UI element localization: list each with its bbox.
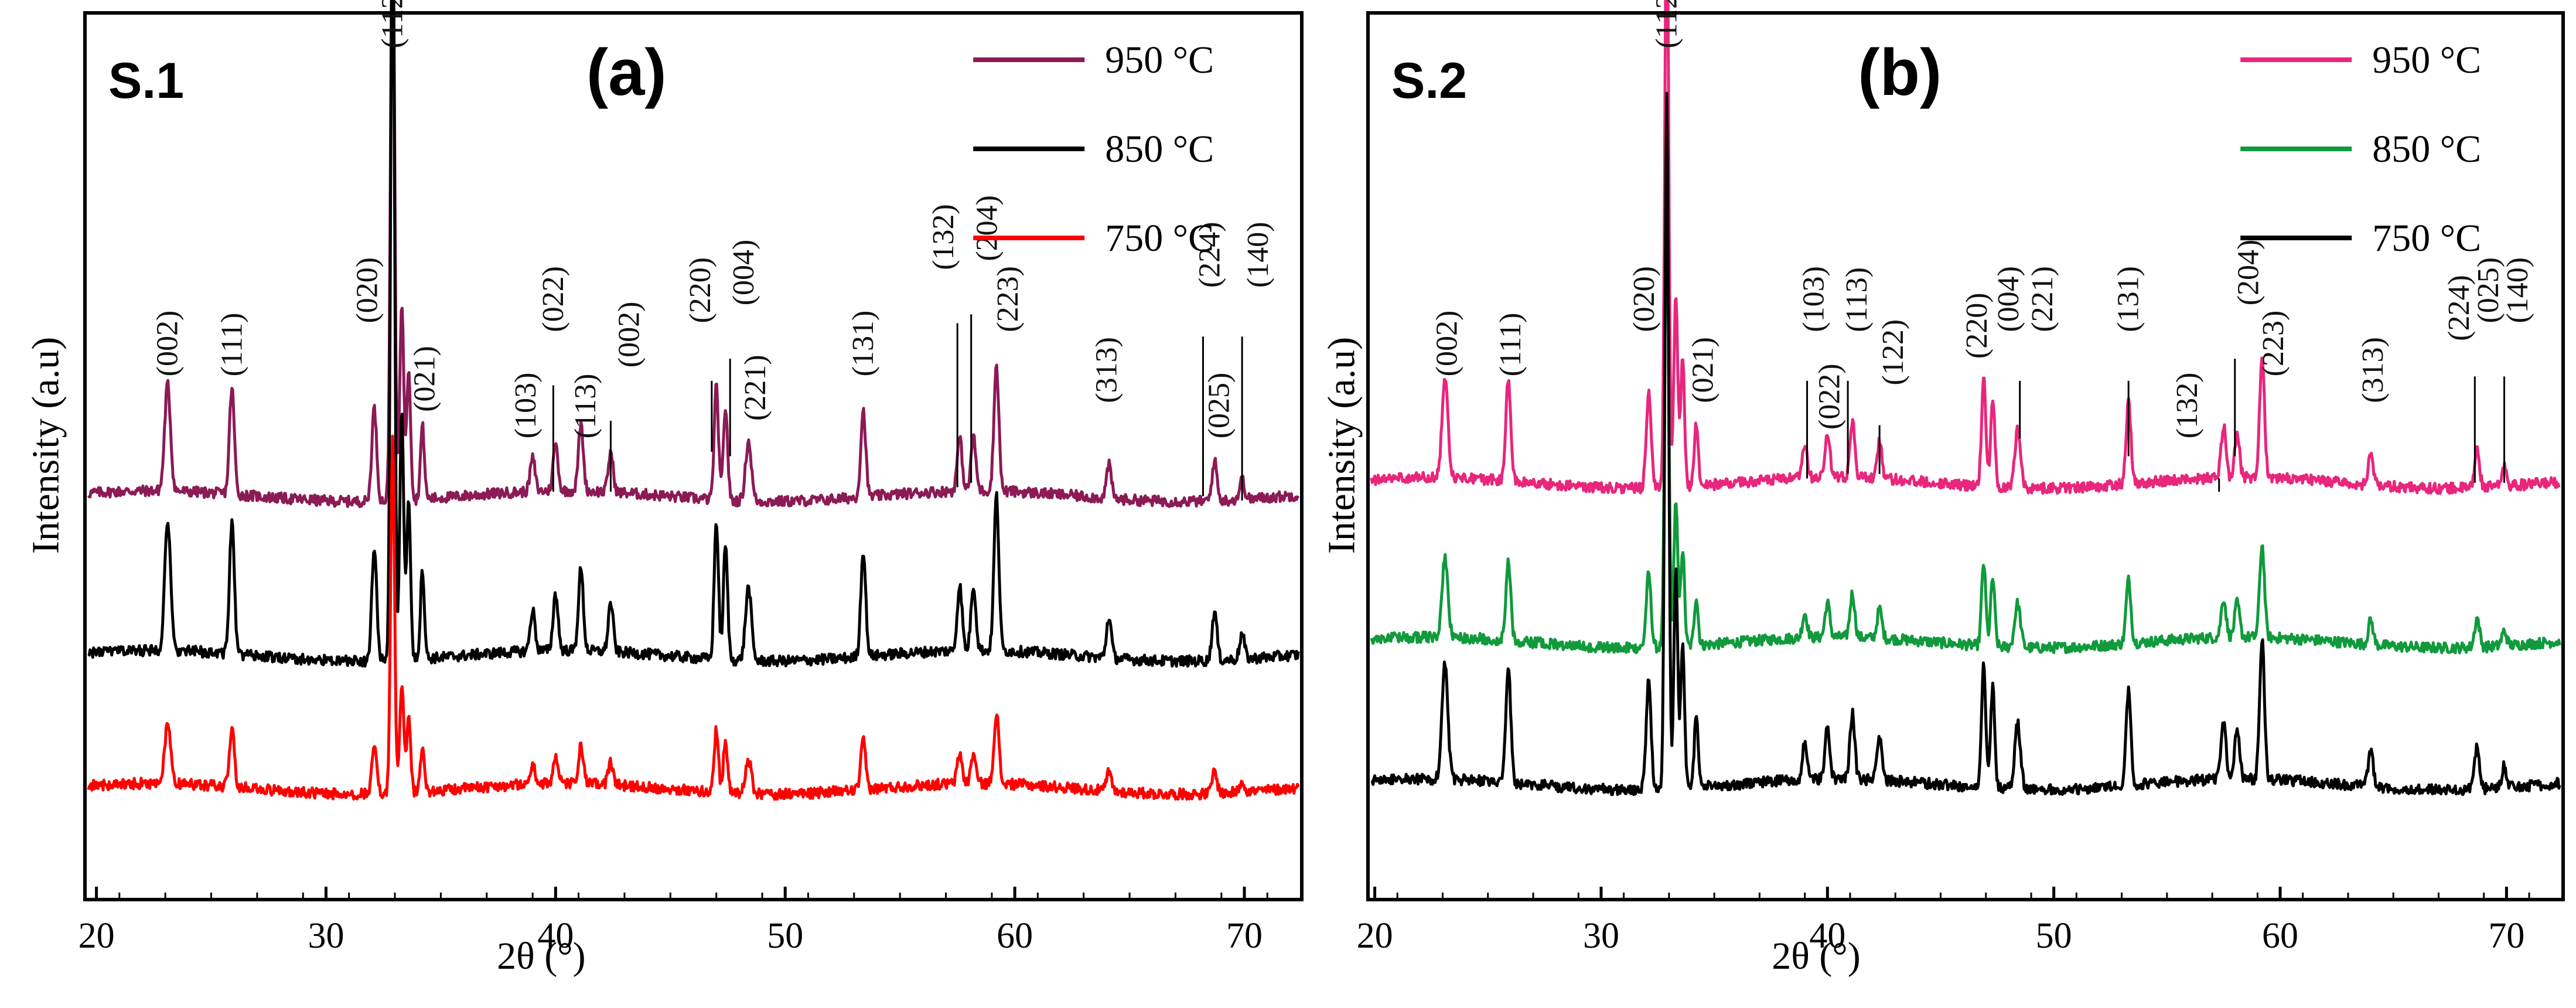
peak-label: (004) (727, 240, 760, 306)
peak-label: (140) (1241, 222, 1275, 288)
panel-letter: (a) (586, 36, 667, 109)
peak-label: (131) (847, 311, 880, 377)
peak-label: (021) (408, 346, 441, 412)
peak-label: (004) (1992, 266, 2025, 332)
peak-label: (025) (1202, 373, 1236, 439)
peak-label: (221) (2026, 266, 2059, 332)
peak-label: (140) (2501, 257, 2534, 323)
peak-label: (025) (2472, 257, 2505, 323)
legend-label: 850 °C (2372, 128, 2481, 171)
peak-label: (220) (684, 257, 717, 323)
peak-label: (221) (739, 355, 772, 421)
x-tick-label: 70 (2488, 916, 2524, 956)
legend-label: 850 °C (1105, 128, 1214, 171)
peak-label: (002) (151, 311, 185, 377)
peak-label: (113) (1840, 267, 1874, 332)
peak-label: (223) (991, 266, 1025, 332)
peak-label: (022) (537, 266, 570, 332)
trace-750c (1370, 91, 2561, 796)
peak-label: (002) (612, 302, 646, 368)
x-axis-title: 2θ (°) (497, 935, 585, 978)
panel-a: (002) (111) (020) (112) (021) (103) (022) (113)… (25, 0, 1304, 978)
x-tick-label: 60 (997, 916, 1033, 956)
x-tick-label: 40 (1809, 916, 1845, 956)
peak-label: (111) (1494, 313, 1527, 377)
x-tick-label: 30 (1583, 916, 1619, 956)
peak-label: (132) (2171, 373, 2204, 439)
peak-label: (204) (971, 195, 1004, 261)
peak-label: (021) (1686, 337, 1719, 403)
y-axis-title: Intensity (a.u) (25, 337, 67, 554)
x-tick-label: 40 (537, 916, 574, 956)
peak-label: (313) (1090, 337, 1123, 403)
trace-950c (87, 0, 1300, 509)
x-tick-label: 20 (1357, 916, 1393, 956)
peak-label: (022) (1813, 363, 1847, 430)
legend-label: 750 °C (1105, 217, 1214, 260)
peak-label: (122) (1876, 319, 1910, 386)
x-tick-label: 50 (767, 916, 803, 956)
x-tick-label: 70 (1226, 916, 1263, 956)
peak-label: (112) (376, 0, 410, 49)
y-axis-title: Intensity (a.u) (1321, 337, 1363, 554)
trace-850c (87, 0, 1300, 668)
peak-label: (131) (2112, 266, 2145, 332)
peak-label: (111) (215, 313, 248, 377)
peak-label: (204) (2232, 240, 2265, 306)
peak-label: (220) (1960, 292, 1994, 359)
peak-label: (313) (2356, 337, 2390, 403)
legend-label: 750 °C (2372, 217, 2481, 260)
panel-b: (002) (111) (020) (112) (021) (103) (022) (113)… (1321, 0, 2565, 978)
peak-label: (103) (1797, 266, 1831, 332)
peak-label: (113) (569, 374, 602, 439)
trace-850c (1370, 178, 2561, 655)
x-tick-label: 30 (308, 916, 344, 956)
peak-label: (224) (2442, 275, 2476, 341)
peak-label: (103) (509, 373, 543, 439)
legend-label: 950 °C (1105, 39, 1214, 81)
peak-label: (002) (1431, 311, 1464, 377)
peak-label: (112) (1650, 0, 1684, 49)
peak-label: (224) (1193, 222, 1227, 288)
legend-label: 950 °C (2372, 39, 2481, 81)
sample-label: S.1 (108, 53, 184, 109)
sample-label: S.2 (1391, 53, 1467, 109)
axes-frame (83, 11, 1304, 901)
x-tick-label: 50 (2036, 916, 2072, 956)
peak-label: (132) (927, 204, 960, 270)
panel-letter: (b) (1858, 36, 1942, 109)
peak-label: (223) (2257, 311, 2290, 377)
peak-label: (020) (1628, 266, 1661, 332)
x-axis-title: 2θ (°) (1772, 935, 1860, 978)
trace-750c (87, 434, 1300, 801)
x-tick-label: 60 (2262, 916, 2298, 956)
axes-frame (1366, 11, 2565, 901)
trace-950c (1370, 0, 2561, 495)
peak-label: (020) (351, 257, 384, 323)
x-tick-label: 20 (79, 916, 115, 956)
